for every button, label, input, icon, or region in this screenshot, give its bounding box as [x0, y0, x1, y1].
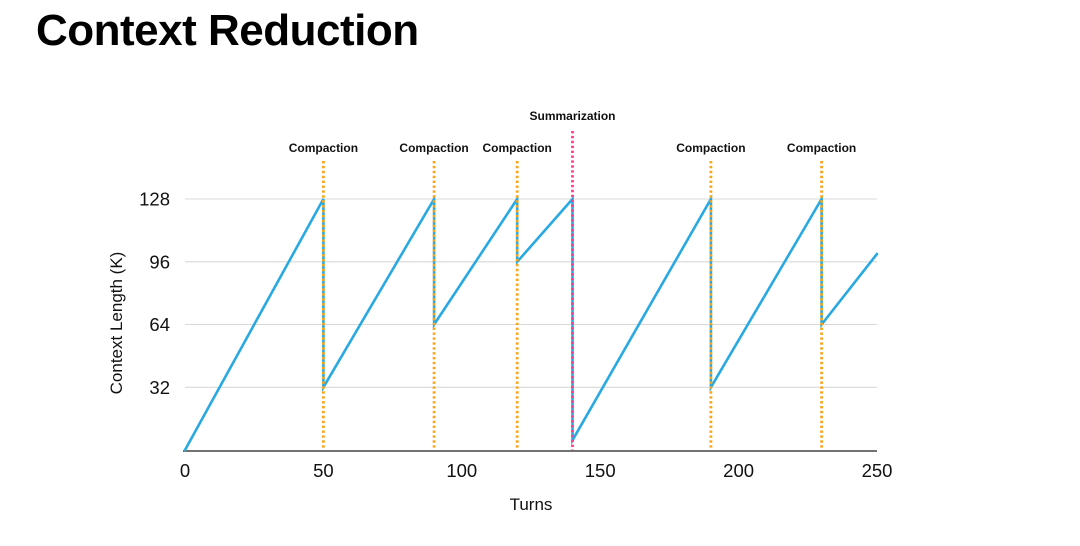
x-tick-label-150: 150 — [585, 460, 616, 481]
y-tick-label-96: 96 — [149, 251, 170, 272]
compaction-label-50: Compaction — [289, 141, 358, 155]
context-length-line — [183, 194, 879, 452]
page-title: Context Reduction — [36, 6, 419, 55]
compaction-label-230: Compaction — [787, 141, 856, 155]
y-tick-label-64: 64 — [149, 314, 170, 335]
compaction-label-190: Compaction — [676, 141, 745, 155]
y-axis-title: Context Length (K) — [107, 251, 126, 395]
x-tick-label-0: 0 — [180, 460, 190, 481]
y-tick-label-128: 128 — [139, 189, 170, 210]
x-tick-label-250: 250 — [862, 460, 893, 481]
compaction-label-120: Compaction — [483, 141, 552, 155]
summarization-label-140: Summarization — [529, 109, 615, 123]
y-tick-label-32: 32 — [149, 377, 170, 398]
compaction-label-90: Compaction — [399, 141, 468, 155]
x-tick-label-50: 50 — [313, 460, 334, 481]
x-axis-title: Turns — [509, 495, 553, 514]
x-tick-label-200: 200 — [723, 460, 754, 481]
x-tick-label-100: 100 — [446, 460, 477, 481]
